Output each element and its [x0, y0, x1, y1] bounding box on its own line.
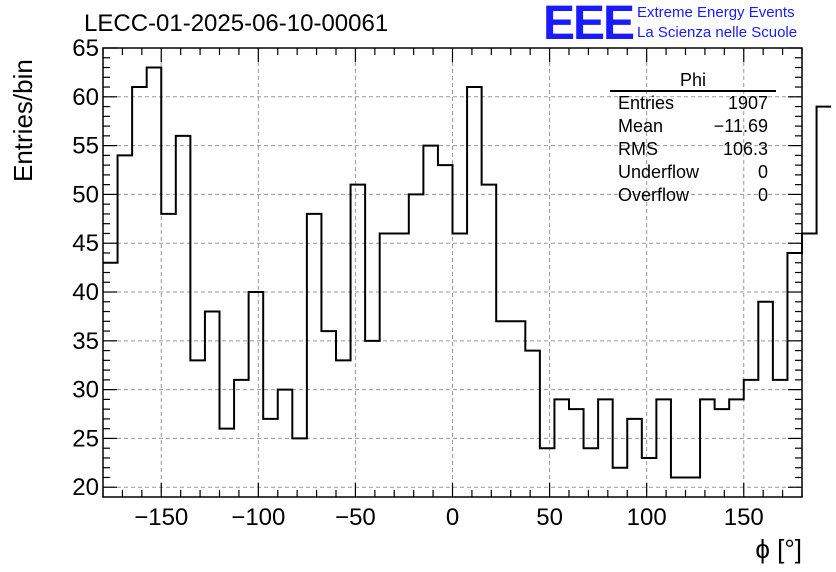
stats-box: Phi Entries 1907 Mean −11.69 RMS 106.3 U…	[610, 70, 776, 207]
stats-value: 0	[757, 162, 768, 182]
x-tick-label: 50	[536, 504, 563, 531]
y-tick-label: 45	[72, 230, 99, 257]
y-tick-label: 25	[72, 425, 99, 452]
histogram-bin	[438, 165, 453, 497]
histogram-bin	[613, 468, 628, 497]
histogram-bin	[292, 438, 307, 497]
histogram-bin	[336, 360, 351, 497]
histogram-bin	[249, 292, 264, 497]
histogram-bin	[569, 409, 584, 497]
x-tick-label: −150	[134, 504, 188, 531]
stats-label: Entries	[618, 93, 675, 113]
histogram-bin	[409, 194, 424, 497]
histogram-bin	[394, 233, 409, 497]
histogram-bin	[758, 302, 773, 497]
histogram-bin	[554, 399, 569, 497]
histogram-bin	[365, 341, 380, 497]
y-tick-label: 30	[72, 377, 99, 404]
histogram-bin	[176, 136, 191, 497]
x-tick-label: 150	[724, 504, 764, 531]
stats-label: RMS	[618, 139, 658, 159]
y-tick-label: 55	[72, 133, 99, 160]
stats-row-underflow: Underflow 0	[610, 161, 776, 184]
y-tick-label: 65	[72, 35, 99, 62]
x-tick-label: −50	[335, 504, 376, 531]
histogram-bin	[278, 390, 293, 497]
stats-row-entries: Entries 1907	[610, 92, 776, 115]
histogram-bin	[161, 214, 176, 497]
stats-value: 106.3	[722, 139, 768, 159]
histogram-bin	[656, 399, 671, 497]
histogram-bin	[496, 321, 511, 497]
histogram-bin	[321, 331, 336, 497]
histogram-bin	[729, 399, 744, 497]
x-axis-label: ϕ [°]	[755, 534, 802, 564]
stats-label: Underflow	[618, 162, 700, 182]
stats-value: 1907	[727, 93, 768, 113]
x-tick-label: 0	[446, 504, 459, 531]
histogram-bin	[482, 185, 497, 497]
histogram-bin	[773, 380, 788, 497]
histogram-bin	[351, 185, 366, 497]
histogram-bin	[190, 360, 205, 497]
histogram-bin	[671, 477, 686, 497]
histogram-bin	[467, 87, 482, 497]
histogram-bin	[118, 155, 133, 497]
histogram-bin	[700, 399, 715, 497]
histogram-bin	[802, 233, 817, 497]
histogram-bin	[686, 477, 701, 497]
histogram-bin	[525, 351, 540, 497]
histogram-bin	[220, 429, 235, 497]
histogram-bin	[511, 321, 526, 497]
histogram-bin	[715, 409, 730, 497]
histogram-bin	[307, 214, 322, 497]
stats-value: 0	[757, 185, 768, 205]
histogram-bin	[132, 87, 147, 497]
stats-row-overflow: Overflow 0	[610, 184, 776, 207]
stats-row-rms: RMS 106.3	[610, 138, 776, 161]
histogram-bin	[598, 399, 613, 497]
histogram-bin	[453, 233, 468, 497]
histogram-bin	[263, 419, 278, 497]
y-tick-label: 60	[72, 84, 99, 111]
logo-line-1: Extreme Energy Events	[637, 4, 795, 21]
x-tick-label: 100	[627, 504, 667, 531]
histogram-bin	[642, 458, 657, 497]
histogram-series-line	[103, 66, 832, 479]
histogram-bin	[234, 380, 249, 497]
x-tick-label: −100	[231, 504, 285, 531]
chart-title: LECC-01-2025-06-10-00061	[84, 10, 389, 37]
histogram-bin	[540, 448, 555, 497]
histogram-bin	[817, 107, 832, 497]
y-tick-label: 40	[72, 279, 99, 306]
stats-row-mean: Mean −11.69	[610, 115, 776, 138]
stats-name: Phi	[610, 70, 776, 92]
stats-label: Mean	[618, 116, 664, 136]
stats-label: Overflow	[618, 185, 690, 205]
histogram-bin	[423, 146, 438, 497]
histogram-bin	[584, 448, 599, 497]
logo-line-2: La Scienza nelle Scuole	[637, 24, 798, 41]
y-tick-label: 35	[72, 328, 99, 355]
y-tick-label: 50	[72, 181, 99, 208]
histogram-bin	[205, 312, 220, 497]
eee-logo: EEE	[543, 0, 635, 50]
histogram-bin	[147, 68, 162, 497]
histogram-bin	[627, 419, 642, 497]
stats-value: −11.69	[713, 116, 768, 136]
histogram-bin	[787, 253, 802, 497]
histogram-bin	[744, 380, 759, 497]
y-tick-label: 20	[72, 474, 99, 501]
histogram-bin	[380, 233, 395, 497]
y-axis-label: Entries/bin	[8, 59, 38, 182]
